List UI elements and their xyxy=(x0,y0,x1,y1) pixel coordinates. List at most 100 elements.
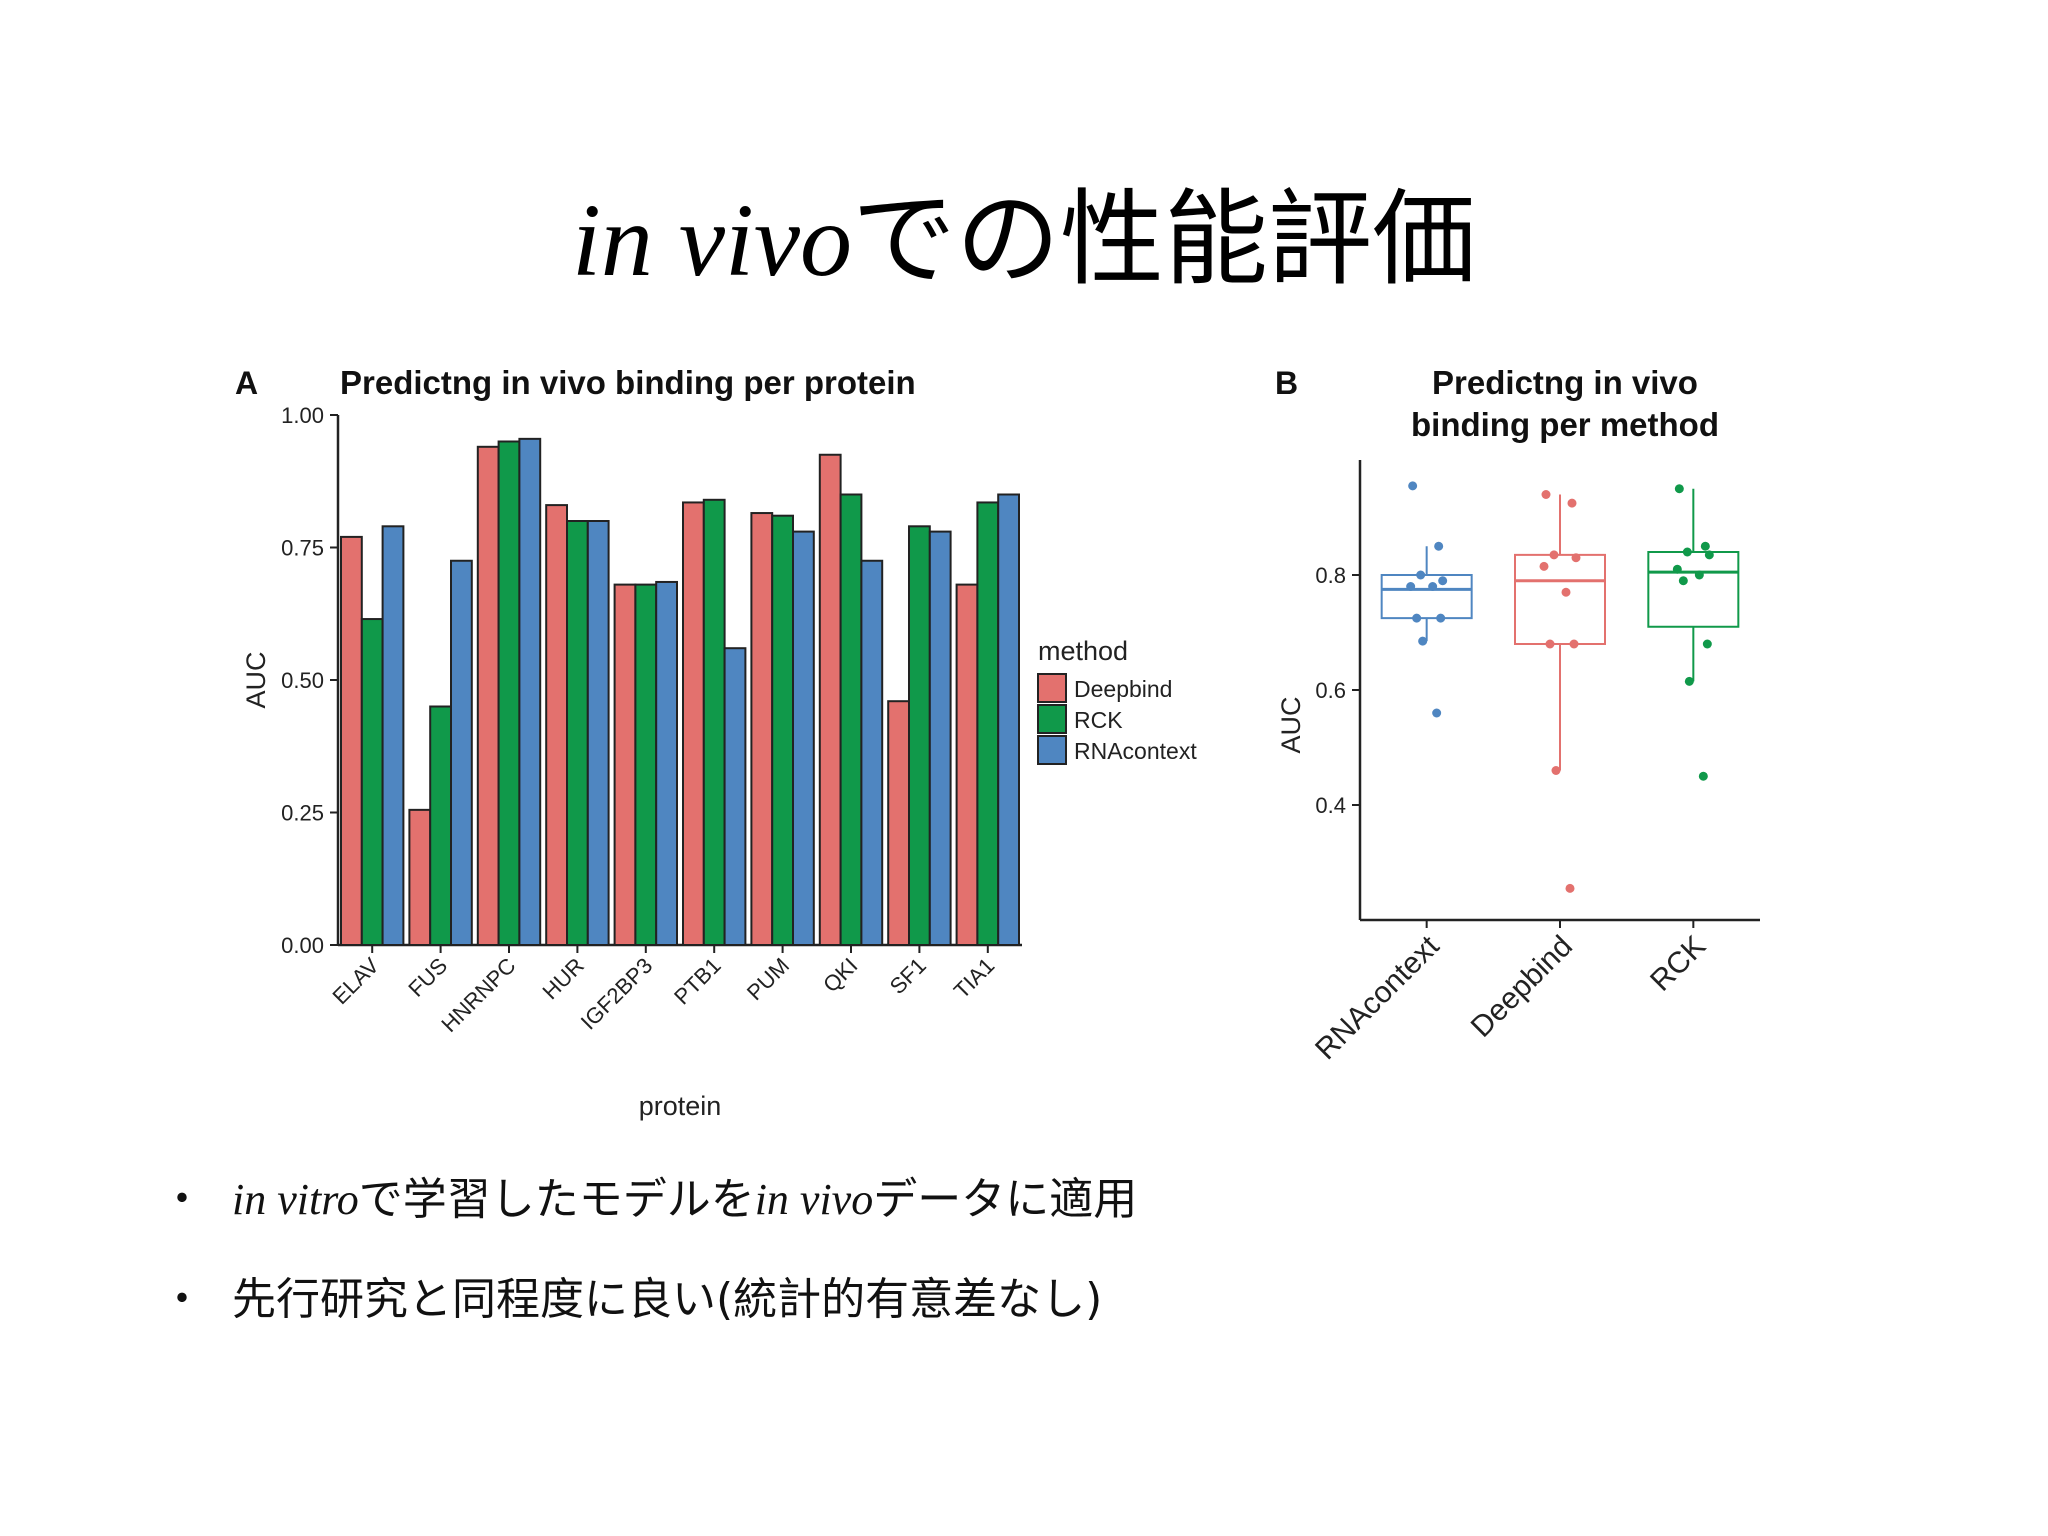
bullet-text: in vitroで学習したモデルをin vivoデータに適用 xyxy=(232,1170,1137,1230)
legend-label: RNAcontext xyxy=(1074,738,1197,764)
panel-letter: B xyxy=(1275,365,1298,401)
legend-label: Deepbind xyxy=(1074,676,1172,702)
data-point xyxy=(1698,771,1708,781)
x-tick-label: HNRNPC xyxy=(436,953,520,1037)
x-tick-label: PUM xyxy=(742,953,794,1005)
data-point xyxy=(1545,639,1555,649)
bullet-text: 先行研究と同程度に良い(統計的有意差なし) xyxy=(232,1270,1102,1330)
y-axis-label: AUC xyxy=(241,651,271,708)
bullet-plain: 先行研究と同程度に良い(統計的有意差なし) xyxy=(232,1274,1103,1325)
x-tick-label: ELAV xyxy=(327,953,384,1010)
bar xyxy=(476,445,500,947)
bullet-italic: in vivo xyxy=(754,1175,874,1224)
bar xyxy=(818,453,842,946)
bullet-plain: データに適用 xyxy=(873,1174,1138,1225)
bar xyxy=(839,493,863,946)
bar xyxy=(545,504,569,946)
bullet-marker: ・ xyxy=(160,1174,204,1225)
legend-label: RCK xyxy=(1074,707,1123,733)
bar xyxy=(497,440,521,946)
y-tick-label: 0.00 xyxy=(281,933,324,958)
bar xyxy=(771,514,795,946)
data-point xyxy=(1684,676,1694,686)
panel-letter: A xyxy=(235,365,258,401)
data-point xyxy=(1416,570,1426,580)
bar xyxy=(340,535,363,946)
chart-panel-a: A Predictng in vivo binding per protein 0.… xyxy=(235,364,1197,1121)
y-tick-label: 0.4 xyxy=(1315,793,1346,818)
data-point xyxy=(1418,636,1428,646)
data-point xyxy=(1434,541,1444,551)
data-point xyxy=(1700,541,1710,551)
bullet-marker: ・ xyxy=(160,1274,204,1325)
x-tick-label: Deepbind xyxy=(1465,930,1579,1044)
y-axis-label: AUC xyxy=(1276,696,1306,753)
legend-swatch xyxy=(1037,704,1067,734)
legend-swatch xyxy=(1037,735,1067,765)
chart-title: Predictng in vivo binding per protein xyxy=(340,364,916,401)
bar xyxy=(518,437,542,946)
x-tick-label: SF1 xyxy=(885,953,931,999)
x-tick-label: HUR xyxy=(538,953,589,1004)
bar xyxy=(408,808,432,946)
bar xyxy=(360,618,384,946)
bar xyxy=(887,700,911,947)
data-point xyxy=(1406,582,1416,591)
data-point xyxy=(1412,613,1422,623)
data-point xyxy=(1436,613,1446,623)
bar xyxy=(928,530,952,946)
slide-title-italic: in vivo xyxy=(571,183,853,298)
data-point xyxy=(1704,550,1714,560)
data-point xyxy=(1682,547,1692,557)
bar xyxy=(381,525,405,947)
slide-title: in vivoでの性能評価 xyxy=(0,176,2048,306)
bar xyxy=(976,501,1000,946)
x-tick-label: RCK xyxy=(1644,930,1712,998)
data-point xyxy=(1539,561,1549,571)
bullet-plain: で学習したモデルを xyxy=(358,1174,755,1225)
data-point xyxy=(1549,550,1559,560)
bar xyxy=(655,580,679,946)
chart-title: Predictng in vivo xyxy=(1432,364,1698,401)
y-tick-label: 1.00 xyxy=(281,403,324,428)
legend-swatch xyxy=(1037,673,1067,703)
bar xyxy=(566,520,589,946)
data-point xyxy=(1678,576,1688,586)
bullet-italic: in vitro xyxy=(232,1175,359,1224)
slide-title-text: での性能評価 xyxy=(852,183,1477,298)
bar xyxy=(613,583,637,946)
x-tick-label: TIA1 xyxy=(949,953,1000,1004)
bar xyxy=(792,530,815,946)
data-point xyxy=(1438,576,1448,586)
y-tick-label: 0.25 xyxy=(281,801,324,826)
bar xyxy=(955,583,979,946)
y-tick-label: 0.75 xyxy=(281,536,324,561)
x-tick-label: RNAcontext xyxy=(1309,929,1446,1066)
data-point xyxy=(1408,481,1418,491)
bar xyxy=(682,501,705,946)
x-tick-label: FUS xyxy=(403,953,452,1002)
data-point xyxy=(1565,883,1575,893)
bar xyxy=(634,583,658,946)
data-point xyxy=(1674,484,1684,494)
data-point xyxy=(1702,639,1712,649)
data-point xyxy=(1428,582,1438,591)
bar xyxy=(586,520,610,946)
data-point xyxy=(1694,570,1704,580)
bar xyxy=(702,498,726,947)
data-point xyxy=(1569,639,1579,649)
bar xyxy=(997,493,1021,946)
data-point xyxy=(1571,553,1581,563)
x-axis-label: protein xyxy=(639,1091,722,1121)
chart-title: binding per method xyxy=(1411,406,1719,443)
x-tick-label: QKI xyxy=(818,953,862,997)
y-tick-label: 0.8 xyxy=(1315,563,1346,588)
x-tick-label: IGF2BP3 xyxy=(576,953,658,1035)
box xyxy=(1647,551,1740,628)
y-tick-label: 0.6 xyxy=(1315,678,1346,703)
bar xyxy=(750,512,774,947)
x-tick-label: PTB1 xyxy=(669,953,726,1010)
legend-title: method xyxy=(1038,636,1128,666)
y-tick-label: 0.50 xyxy=(281,668,324,693)
